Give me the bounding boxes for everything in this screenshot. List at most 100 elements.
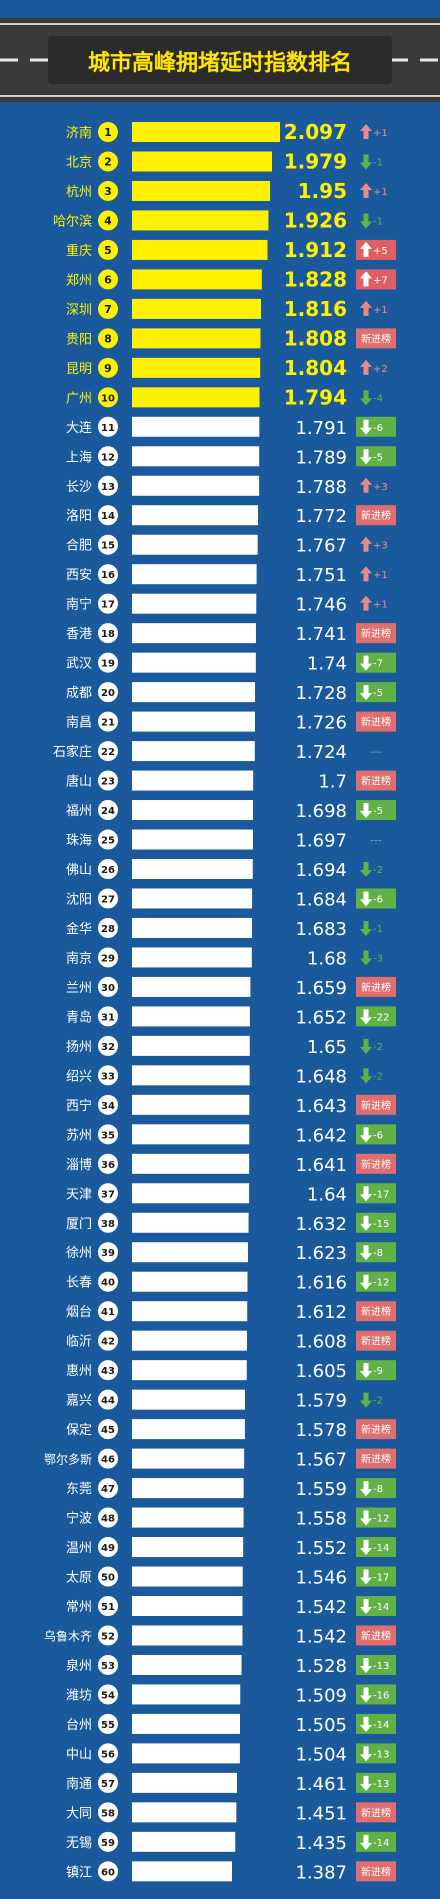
change-label: -22 [373,1012,389,1023]
ranking-row-55: 台州 55 1.505 -14 [66,1712,396,1736]
value-label: 1.64 [307,1184,347,1205]
down-arrow-icon [360,1068,372,1084]
value-label: 1.95 [298,179,347,203]
rank-number: 37 [101,1189,115,1200]
value-label: 1.767 [295,536,347,557]
new-entry-box [356,1419,396,1440]
new-entry-box [356,1448,396,1469]
value-label: 1.542 [295,1626,347,1647]
ranking-row-28: 金华 28 1.683 -1 [66,916,383,940]
change-label: 新进榜 [361,332,391,345]
rank-badge [97,1359,119,1382]
ranking-row-17: 南宁 17 1.746 +1 [66,592,388,616]
value-label: 1.751 [295,565,347,586]
bar [132,1271,248,1292]
change-label: -17 [373,1189,389,1200]
ranking-row-27: 沈阳 27 1.684 -6 [66,887,396,910]
value-label: 1.451 [295,1803,347,1824]
rank-badge [97,1624,119,1647]
rank-badge [97,238,119,261]
change-label: +5 [373,246,388,257]
change-label: -12 [373,1278,389,1289]
down-arrow-icon [360,950,372,966]
ranking-row-18: 香港 18 1.741 新进榜 [66,622,396,645]
city-label: 青岛 [66,1009,92,1025]
city-label: 淄博 [66,1158,92,1173]
city-label: 厦门 [66,1217,92,1232]
city-label: 天津 [66,1187,92,1202]
rank-badge [97,916,119,939]
bar [132,888,253,909]
rank-number: 32 [101,1042,115,1053]
rank-number: 46 [101,1455,115,1466]
down-arrow-icon [360,1363,372,1379]
value-label: 1.684 [295,889,347,910]
ranking-row-6: 郑州 6 1.828 +7 [66,267,396,291]
up-arrow-icon [360,536,372,552]
change-label: 新进榜 [361,1453,391,1466]
ranking-row-3: 杭州 3 1.95 +1 [66,179,388,203]
rank-badge [97,1653,119,1676]
rank-badge [97,1860,119,1883]
change-label: -2 [373,1396,383,1407]
bar [132,1537,244,1558]
city-label: 昆明 [66,362,92,377]
rank-badge [97,710,119,733]
ranking-row-21: 南昌 21 1.726 新进榜 [66,710,396,734]
bar [132,210,269,231]
rank-number: 11 [101,423,115,434]
rank-number: 7 [104,303,112,316]
header-banner: 城市高峰拥堵延时指数排名 [0,18,440,102]
ranking-row-13: 长沙 13 1.788 +3 [66,474,388,498]
change-label: -5 [373,806,383,817]
rank-badge [97,179,119,202]
change-label: 新进榜 [361,1305,391,1318]
rank-number: 5 [104,244,112,257]
bar [132,1124,250,1145]
rank-number: 59 [101,1838,115,1849]
ranking-row-41: 烟台 41 1.612 新进榜 [66,1300,396,1323]
rank-number: 50 [101,1573,115,1584]
change-label: -14 [373,1720,389,1731]
up-arrow-icon [360,124,372,139]
rank-number: 8 [104,332,112,345]
header-title-plate [48,36,392,84]
rank-number: 33 [101,1071,115,1082]
up-arrow-icon [360,182,372,198]
down-arrow-icon [360,1716,372,1732]
ranking-row-30: 兰州 30 1.659 新进榜 [66,975,396,999]
rank-number: 20 [101,688,115,699]
city-label: 嘉兴 [66,1394,92,1409]
change-label: 新进榜 [361,1335,391,1348]
ranking-row-39: 徐州 39 1.623 -8 [66,1241,396,1264]
up-arrow-icon [360,300,372,316]
rank-number: 53 [101,1661,115,1672]
change-label: 新进榜 [361,1423,391,1436]
change-label: -7 [373,659,383,670]
value-label: 1.509 [295,1685,347,1706]
bar [132,1242,248,1263]
rank-badge [97,1064,119,1087]
ranking-row-25: 珠海 25 1.697 --- [66,828,382,852]
change-label: -5 [373,688,383,699]
ranking-row-59: 无锡 59 1.435 -14 [66,1830,396,1854]
rank-badge [97,1270,119,1293]
rank-number: 28 [101,924,115,935]
rank-number: 18 [101,629,115,640]
city-label: 鄂尔多斯 [44,1452,92,1467]
value-label: 1.612 [295,1302,347,1323]
bar [132,1035,250,1056]
city-label: 保定 [66,1423,92,1438]
chart-title: 城市高峰拥堵延时指数排名 [88,50,352,76]
value-label: 1.558 [295,1509,347,1530]
rank-badge [97,592,119,615]
value-label: 1.724 [295,742,347,763]
ranking-row-4: 哈尔滨 4 1.926 -1 [53,208,383,232]
value-label: 1.726 [295,713,347,734]
rank-number: 51 [101,1602,115,1613]
city-label: 烟台 [66,1305,92,1320]
down-arrow-icon [360,685,372,701]
city-label: 武汉 [66,657,92,672]
bar [132,1065,250,1086]
city-label: 大同 [66,1806,92,1821]
